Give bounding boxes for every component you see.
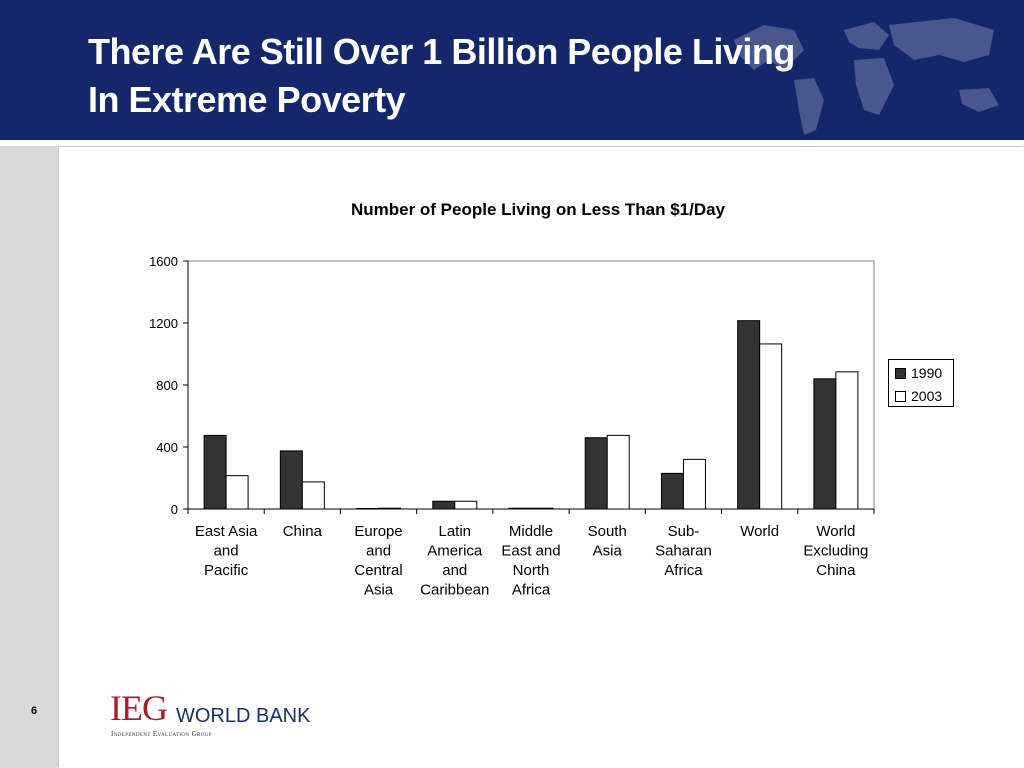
bar-1990 <box>279 450 303 510</box>
legend-swatch-2003 <box>895 390 906 402</box>
bar-1990 <box>660 472 684 510</box>
logo-subtitle: Independent Evaluation Group <box>111 730 212 738</box>
x-category-label: Europe and Central Asia <box>354 523 402 599</box>
bar-1990 <box>432 500 456 510</box>
bar-2003 <box>759 343 783 510</box>
y-tick-label: 400 <box>156 440 178 455</box>
y-tick-label: 800 <box>156 378 178 393</box>
bar-2003 <box>454 500 478 510</box>
world-map-watermark <box>734 18 999 135</box>
x-category-label: World <box>740 523 779 540</box>
bar-2003 <box>225 475 249 510</box>
logo-world-bank-text: WORLD BANK <box>176 705 311 727</box>
bar-1990 <box>813 378 837 510</box>
bar-2003 <box>606 434 630 510</box>
bar-2003 <box>682 458 706 510</box>
bar-2003 <box>835 371 859 510</box>
x-category-label: Middle East and North Africa <box>501 523 560 599</box>
slide-title-line-1: There Are Still Over 1 Billion People Li… <box>88 31 795 72</box>
legend-label-2003: 2003 <box>911 388 943 404</box>
legend-item-1990: 1990 <box>895 364 942 382</box>
header-divider <box>0 140 1024 145</box>
left-sidebar-band <box>0 146 58 768</box>
y-tick-label: 1200 <box>149 316 178 331</box>
x-category-label: South Asia <box>588 523 627 560</box>
slide-title: There Are Still Over 1 Billion People Li… <box>88 28 795 124</box>
legend-label-1990: 1990 <box>911 365 943 381</box>
legend-swatch-1990 <box>895 367 906 379</box>
bar-1990 <box>737 320 761 510</box>
page-number: 6 <box>31 705 38 717</box>
y-tick-label: 0 <box>171 502 178 517</box>
bar-1990 <box>584 437 608 510</box>
legend-item-2003: 2003 <box>895 387 942 405</box>
bar-2003 <box>301 481 325 510</box>
x-category-label: Latin America and Caribbean <box>420 523 489 599</box>
logo-ieg-text: IEG <box>110 688 168 728</box>
x-category-label: China <box>283 523 323 540</box>
slide-title-line-2: In Extreme Poverty <box>88 79 406 120</box>
x-category-label: East Asia and Pacific <box>195 523 258 579</box>
chart-title: Number of People Living on Less Than $1/… <box>350 200 726 219</box>
chart-legend: 1990 2003 <box>888 359 954 407</box>
x-category-label: Sub-Saharan Africa <box>655 523 712 579</box>
y-tick-label: 1600 <box>149 254 178 269</box>
slide-header: There Are Still Over 1 Billion People Li… <box>0 0 1024 140</box>
x-category-label: World Excluding China <box>803 523 868 579</box>
bar-1990 <box>203 434 227 510</box>
